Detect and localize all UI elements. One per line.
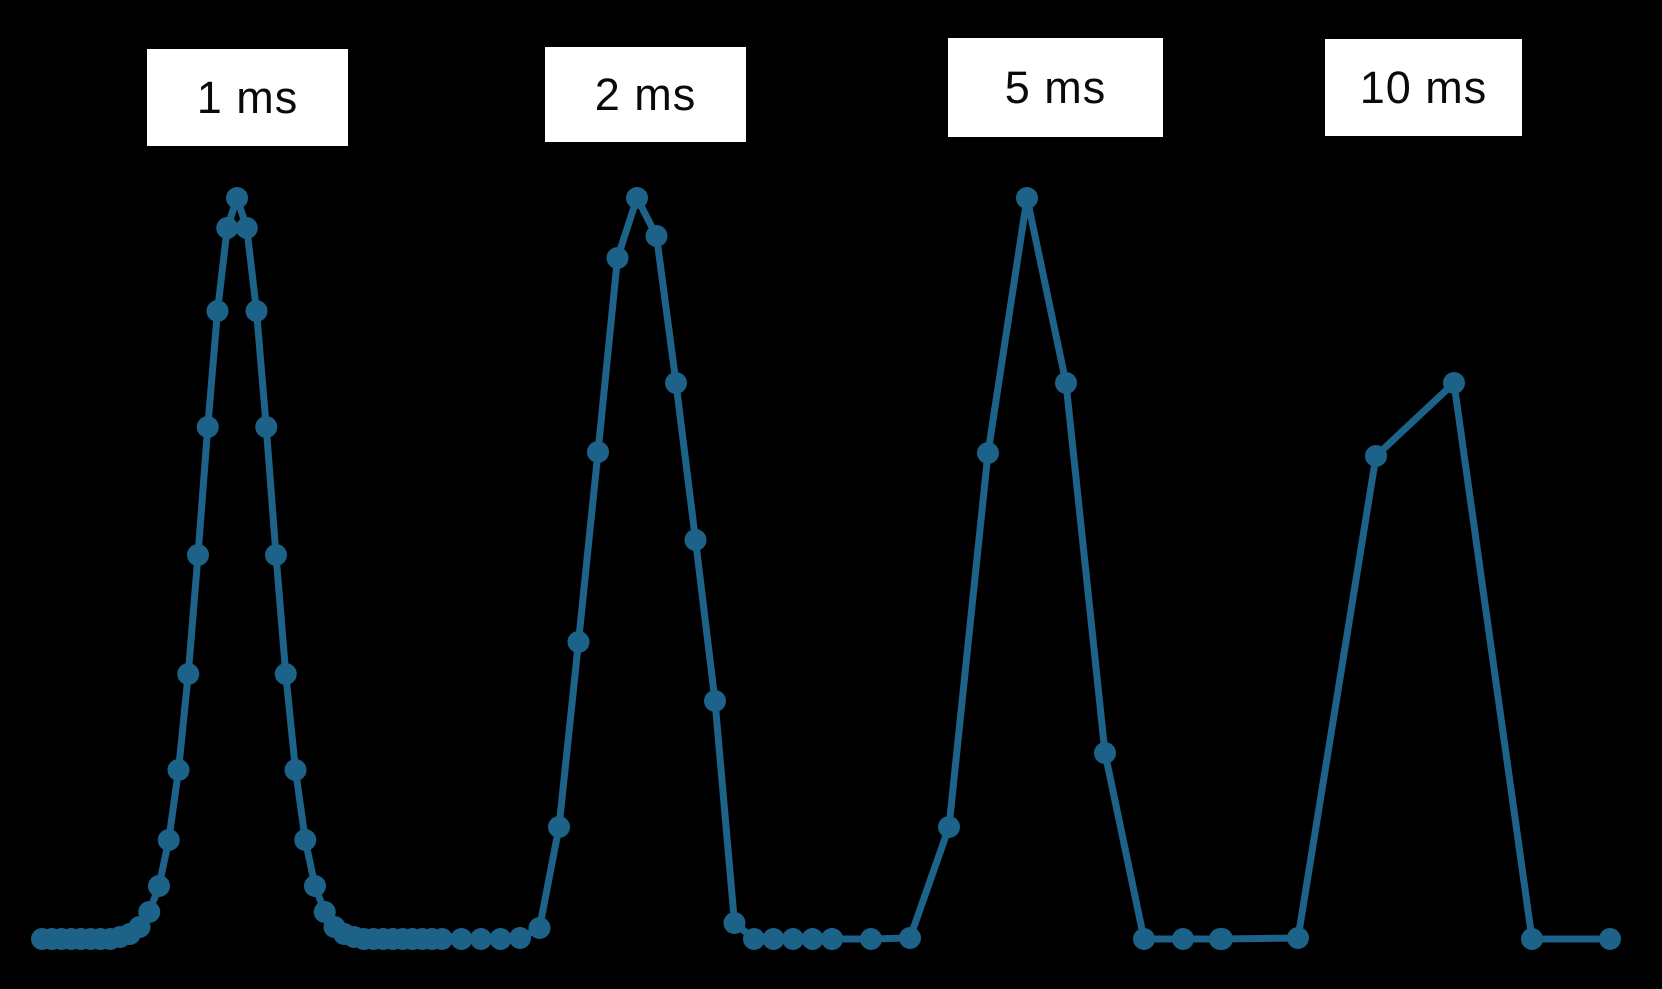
series-2ms-marker-2 xyxy=(470,928,492,950)
series-2ms-marker-15 xyxy=(723,912,746,934)
series-1ms-marker-14 xyxy=(167,759,190,781)
series-10ms-marker-2 xyxy=(1365,445,1387,467)
series-2ms-marker-16 xyxy=(743,928,765,950)
series-10ms-marker-4 xyxy=(1521,928,1543,950)
series-2ms-marker-18 xyxy=(782,928,804,950)
series-1ms-marker-13 xyxy=(157,829,180,851)
label-5ms-text: 5 ms xyxy=(1004,61,1107,113)
series-5ms-marker-5 xyxy=(1016,187,1038,209)
series-2ms-marker-11 xyxy=(645,225,668,247)
series-2ms-marker-7 xyxy=(567,631,590,653)
series-2ms-marker-14 xyxy=(704,690,726,712)
series-2ms-marker-9 xyxy=(606,247,629,269)
series-2ms-marker-5 xyxy=(528,917,551,939)
series-5ms-marker-0 xyxy=(821,928,843,950)
series-1ms-marker-28 xyxy=(304,875,326,897)
series-1ms-marker-16 xyxy=(187,544,209,566)
series-1ms-marker-11 xyxy=(138,901,161,923)
series-2ms-marker-17 xyxy=(762,928,785,950)
series-2ms-marker-10 xyxy=(626,187,648,209)
series-2ms-marker-0 xyxy=(431,928,453,950)
series-10ms-marker-3 xyxy=(1443,372,1465,394)
label-2ms-text: 2 ms xyxy=(594,68,697,120)
series-5ms-marker-4 xyxy=(977,442,999,464)
series-2ms-marker-19 xyxy=(801,928,824,950)
label-10ms-text: 10 ms xyxy=(1359,61,1488,113)
series-2ms-marker-12 xyxy=(665,372,687,394)
series-1ms-marker-17 xyxy=(196,416,219,438)
series-5ms-marker-8 xyxy=(1133,928,1155,950)
series-10ms-marker-0 xyxy=(1209,928,1231,950)
series-1ms-marker-19 xyxy=(216,217,239,239)
label-10ms: 10 ms xyxy=(1325,39,1522,136)
label-1ms: 1 ms xyxy=(147,49,348,146)
series-2ms-marker-6 xyxy=(548,816,570,838)
series-10ms-marker-5 xyxy=(1599,928,1621,950)
series-2ms-marker-1 xyxy=(450,928,473,950)
series-5ms-line xyxy=(828,194,1226,943)
series-5ms-marker-7 xyxy=(1094,742,1116,764)
series-1ms-marker-20 xyxy=(226,187,248,209)
series-5ms-marker-2 xyxy=(899,927,921,949)
series-2ms-marker-8 xyxy=(587,441,609,463)
series-1ms-marker-23 xyxy=(255,416,278,438)
series-2ms-marker-4 xyxy=(509,927,531,949)
series-1ms-marker-22 xyxy=(245,300,268,322)
series-1ms-line xyxy=(38,194,436,943)
series-5ms-marker-1 xyxy=(860,928,882,950)
series-1ms-marker-18 xyxy=(206,300,229,322)
series-1ms-marker-26 xyxy=(284,759,307,781)
series-2ms-marker-13 xyxy=(684,529,707,551)
series-1ms-marker-12 xyxy=(148,875,170,897)
series-1ms-marker-15 xyxy=(177,663,200,685)
label-5ms: 5 ms xyxy=(948,38,1163,137)
series-1ms-marker-24 xyxy=(265,544,287,566)
series-2ms-line xyxy=(438,194,836,943)
series-2ms-marker-3 xyxy=(489,928,512,950)
label-2ms: 2 ms xyxy=(545,47,746,142)
series-1ms-marker-25 xyxy=(274,663,297,685)
series-5ms-marker-6 xyxy=(1055,372,1077,394)
series-5ms-marker-3 xyxy=(938,816,960,838)
series-1ms-marker-21 xyxy=(235,217,258,239)
series-10ms-line xyxy=(1216,379,1614,943)
series-10ms-marker-1 xyxy=(1287,927,1309,949)
series-5ms-marker-9 xyxy=(1172,928,1194,950)
label-1ms-text: 1 ms xyxy=(196,71,299,123)
series-1ms-marker-27 xyxy=(294,829,317,851)
